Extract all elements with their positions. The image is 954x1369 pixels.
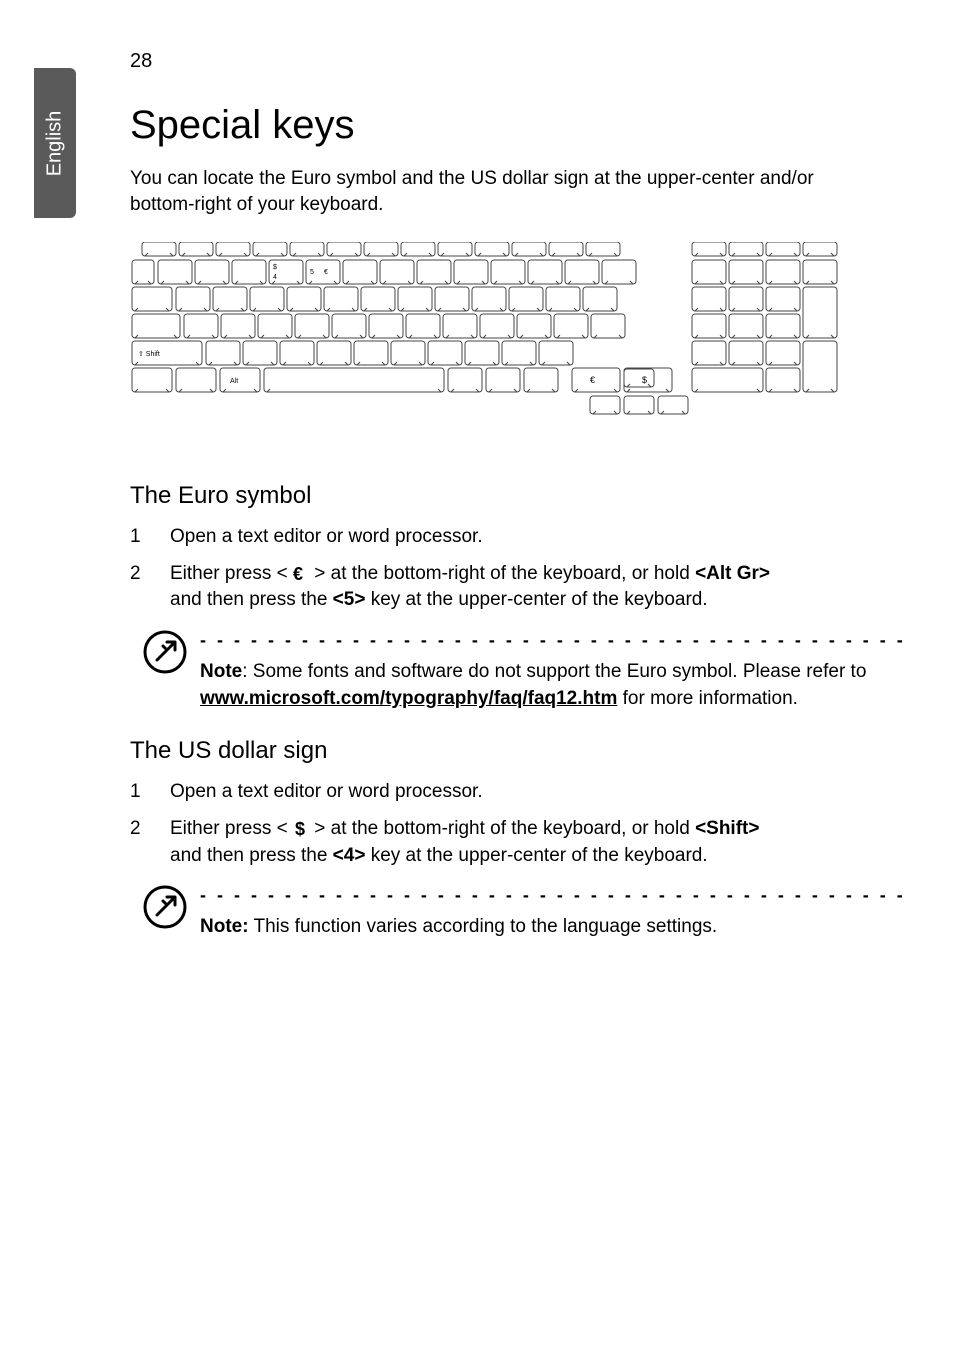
- page-title: Special keys: [130, 103, 864, 148]
- step-text: Open a text editor or word processor.: [170, 779, 864, 806]
- euro-steps: 1 Open a text editor or word processor. …: [130, 524, 864, 614]
- language-tab-label: English: [44, 110, 67, 176]
- step-number: 1: [130, 524, 170, 551]
- note-block-euro: - - - - - - - - - - - - - - - - - - - - …: [130, 628, 864, 712]
- euro-glyph-icon: €: [293, 564, 309, 584]
- note-body: - - - - - - - - - - - - - - - - - - - - …: [200, 628, 906, 712]
- svg-text:⇧ Shift: ⇧ Shift: [138, 350, 160, 358]
- section-heading-euro: The Euro symbol: [130, 482, 864, 510]
- note-link[interactable]: www.microsoft.com/typography/faq/faq12.h…: [200, 688, 617, 709]
- note-block-dollar: - - - - - - - - - - - - - - - - - - - - …: [130, 883, 864, 941]
- note-icon: [130, 883, 200, 941]
- svg-text:$: $: [642, 375, 647, 385]
- note-dashes: - - - - - - - - - - - - - - - - - - - - …: [200, 628, 906, 653]
- svg-text:€: €: [293, 564, 303, 584]
- intro-text: You can locate the Euro symbol and the U…: [130, 166, 864, 217]
- step-text: Either press < € > at the bottom-right o…: [170, 561, 864, 614]
- svg-text:$: $: [295, 819, 305, 839]
- keyboard-diagram: $4 5 € ⇧ Shift Alt € $: [130, 242, 864, 442]
- svg-text:5: 5: [310, 269, 314, 276]
- step-number: 1: [130, 779, 170, 806]
- svg-text:Alt: Alt: [230, 378, 238, 385]
- svg-text:€: €: [324, 269, 328, 276]
- list-item: 1 Open a text editor or word processor.: [130, 524, 864, 551]
- svg-text:4: 4: [273, 274, 277, 281]
- step-text: Either press < $ > at the bottom-right o…: [170, 816, 864, 869]
- list-item: 1 Open a text editor or word processor.: [130, 779, 864, 806]
- list-item: 2 Either press < € > at the bottom-right…: [130, 561, 864, 614]
- step-number: 2: [130, 816, 170, 869]
- svg-text:$: $: [273, 264, 277, 271]
- note-icon: [130, 628, 200, 712]
- dollar-glyph-icon: $: [293, 819, 309, 839]
- list-item: 2 Either press < $ > at the bottom-right…: [130, 816, 864, 869]
- note-body: - - - - - - - - - - - - - - - - - - - - …: [200, 883, 906, 941]
- page-number: 28: [130, 50, 864, 73]
- note-dashes: - - - - - - - - - - - - - - - - - - - - …: [200, 883, 906, 908]
- language-tab: English: [34, 68, 76, 218]
- svg-text:€: €: [590, 375, 595, 385]
- step-text: Open a text editor or word processor.: [170, 524, 864, 551]
- section-heading-dollar: The US dollar sign: [130, 737, 864, 765]
- step-number: 2: [130, 561, 170, 614]
- dollar-steps: 1 Open a text editor or word processor. …: [130, 779, 864, 869]
